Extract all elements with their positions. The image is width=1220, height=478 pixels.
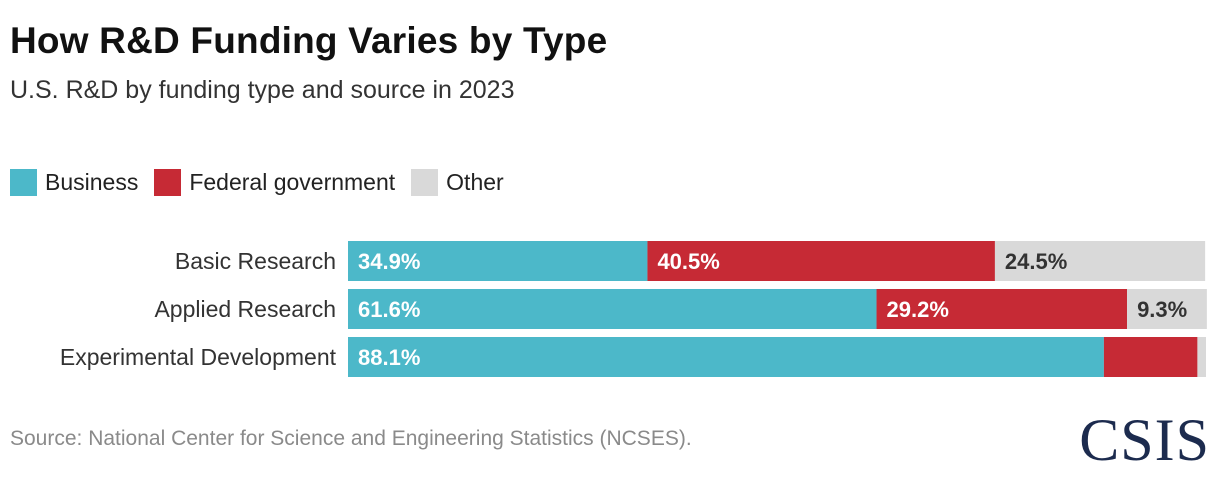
legend: Business Federal government Other bbox=[10, 168, 520, 196]
stacked-bar-chart: Basic Research 34.9% 40.5% 24.5% Applied Res… bbox=[60, 241, 1207, 377]
source-note: Source: National Center for Science and … bbox=[10, 427, 692, 450]
data-label-applied-research-other: 9.3% bbox=[1137, 297, 1187, 322]
chart-subtitle: U.S. R&D by funding type and source in 2… bbox=[10, 76, 515, 104]
chart-title: How R&D Funding Varies by Type bbox=[10, 20, 608, 61]
csis-logo: CSIS bbox=[1079, 407, 1210, 473]
data-label-experimental-development-business: 88.1% bbox=[358, 345, 420, 370]
bar-experimental-development-business bbox=[348, 337, 1104, 377]
legend-label-other: Other bbox=[446, 168, 504, 195]
data-label-basic-research-business: 34.9% bbox=[358, 249, 420, 274]
legend-swatch-business bbox=[10, 168, 37, 196]
category-label-applied-research: Applied Research bbox=[154, 296, 336, 322]
data-label-applied-research-federal-government: 29.2% bbox=[887, 297, 949, 322]
data-label-basic-research-federal-government: 40.5% bbox=[657, 249, 719, 274]
legend-item-other: Other bbox=[411, 168, 504, 196]
legend-item-federal-government: Federal government bbox=[154, 168, 396, 196]
legend-label-federal-government: Federal government bbox=[189, 168, 396, 195]
legend-swatch-federal-government bbox=[154, 168, 182, 196]
bar-basic-research-other bbox=[994, 241, 1206, 281]
legend-swatch-other bbox=[411, 168, 439, 196]
category-label-experimental-development: Experimental Development bbox=[60, 344, 337, 370]
legend-label-business: Business bbox=[45, 168, 139, 195]
data-label-applied-research-business: 61.6% bbox=[358, 297, 420, 322]
bar-experimental-development-federal-government bbox=[1103, 337, 1198, 377]
category-label-basic-research: Basic Research bbox=[175, 248, 336, 274]
bar-experimental-development-other bbox=[1197, 337, 1206, 377]
legend-item-business: Business bbox=[10, 168, 139, 196]
bar-applied-research-business bbox=[348, 289, 877, 329]
bar-applied-research-federal-government bbox=[876, 289, 1128, 329]
bar-applied-research-other bbox=[1127, 289, 1207, 329]
bar-basic-research-federal-government bbox=[647, 241, 995, 281]
bar-basic-research-business bbox=[348, 241, 648, 281]
data-label-basic-research-other: 24.5% bbox=[1005, 249, 1067, 274]
